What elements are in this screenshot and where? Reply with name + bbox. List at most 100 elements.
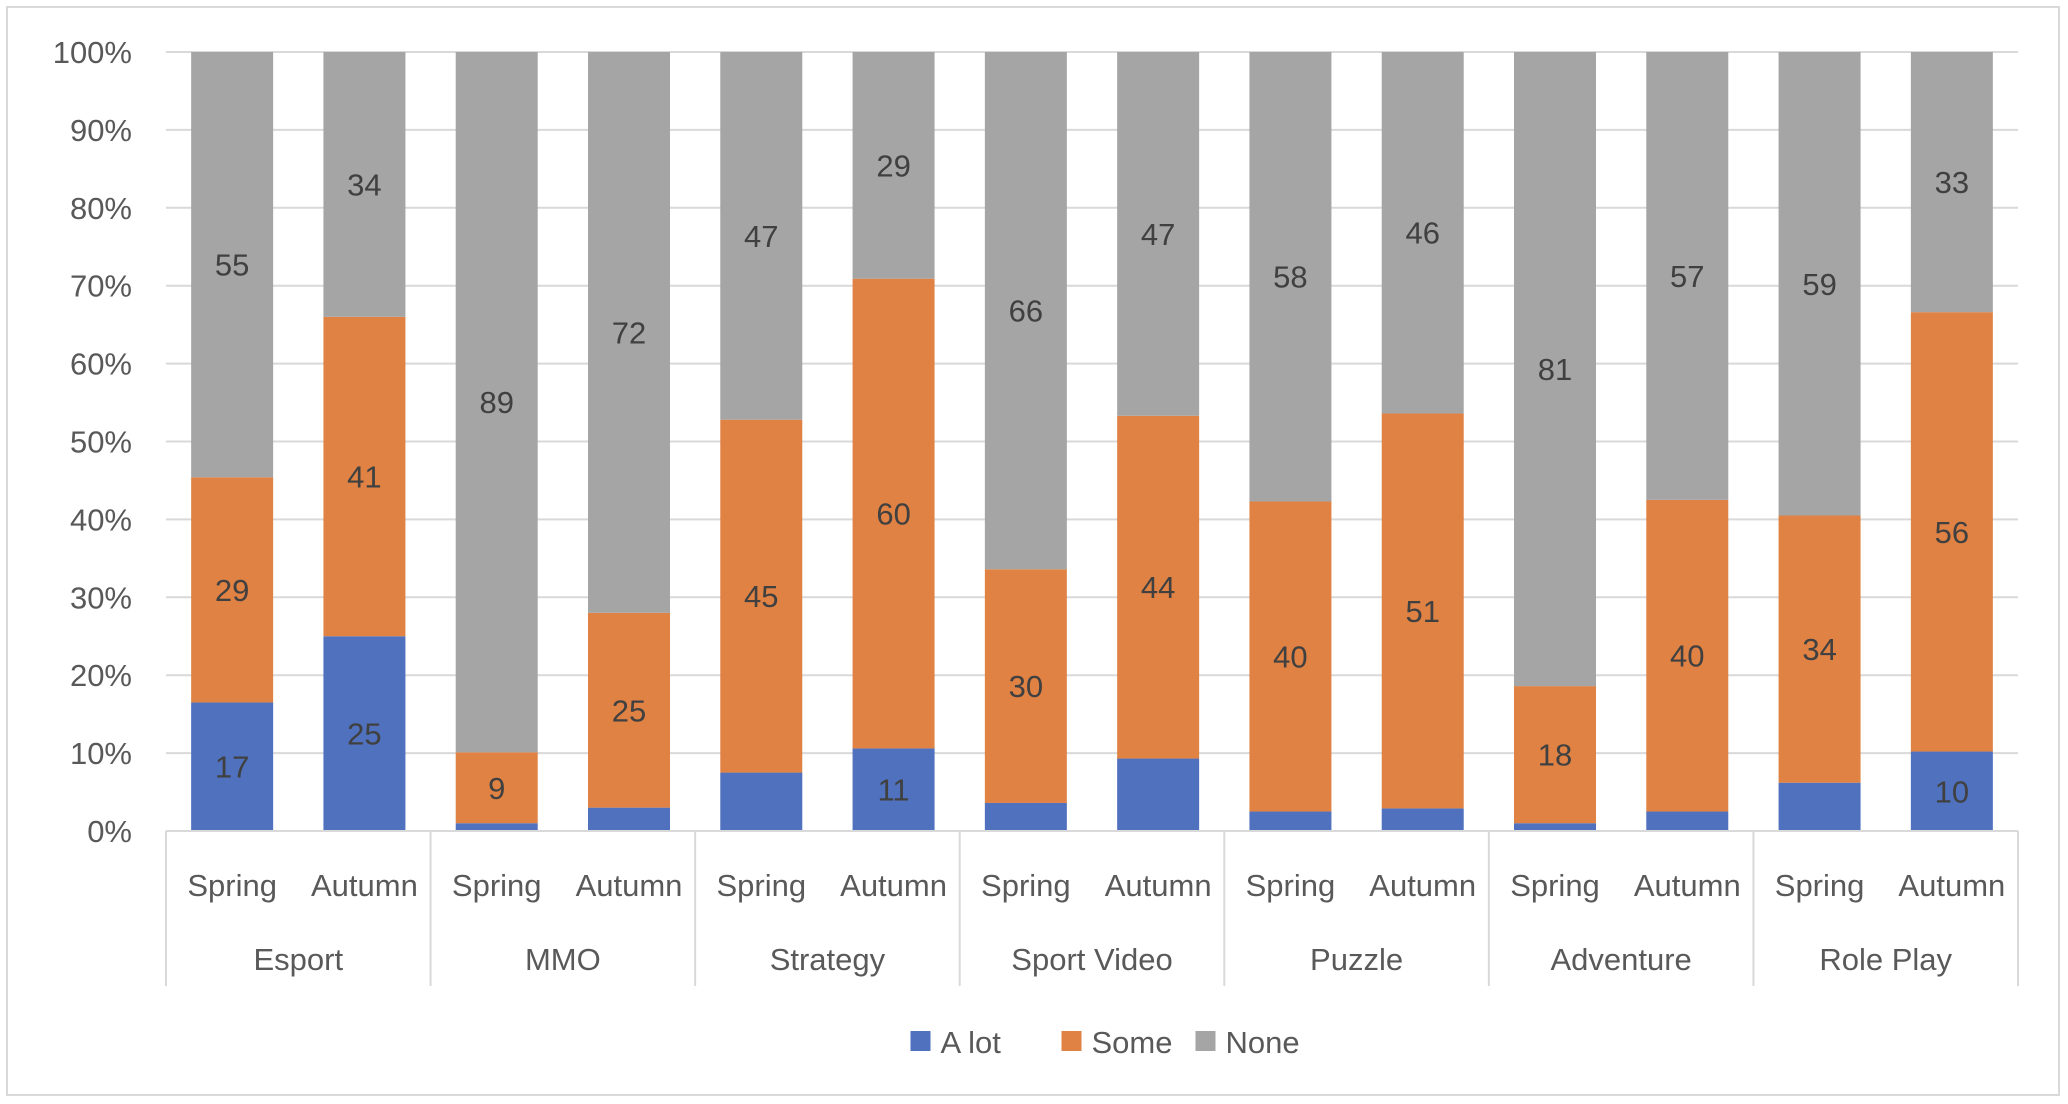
data-label: 47 — [744, 219, 778, 254]
group-label: Adventure — [1550, 942, 1691, 977]
data-label: 29 — [215, 573, 249, 608]
group-label: Role Play — [1819, 942, 1952, 977]
bar-segment — [455, 52, 538, 753]
y-tick-label: 20% — [70, 658, 132, 693]
bars — [191, 52, 1993, 831]
data-label: 45 — [744, 579, 778, 614]
data-label: 11 — [877, 773, 909, 808]
legend-swatch — [1195, 1031, 1216, 1051]
bar-segment — [1381, 808, 1464, 831]
bar-segment — [1910, 52, 1993, 313]
bar-segment — [191, 702, 274, 831]
bar-segment — [1646, 811, 1729, 831]
bar-segment — [1249, 811, 1332, 831]
legend-swatch — [910, 1031, 931, 1051]
group-label: Puzzle — [1310, 942, 1403, 977]
data-label: 40 — [1670, 639, 1704, 674]
bar-segment — [455, 752, 538, 824]
bar-segment — [588, 807, 670, 831]
x-axis: Spring Autumn Spring Autumn Spring Autumn Spri… — [165, 830, 2019, 986]
bar-segment — [323, 636, 406, 831]
data-label: 9 — [488, 771, 505, 806]
data-label: 44 — [1141, 570, 1175, 605]
stacked-bar-chart: 0% 10% 20% 30% 40% 50% 60% 70% 80% 90% 100% 17 29 55… — [53, 35, 2019, 1060]
data-label: 58 — [1273, 260, 1307, 295]
x-tick-label: Autumn — [1105, 868, 1212, 903]
x-tick-label: Autumn — [840, 868, 947, 903]
x-tick-label: Autumn — [1369, 868, 1476, 903]
bar-segment — [588, 52, 670, 613]
bar-segment — [984, 802, 1067, 831]
legend-swatch — [1061, 1031, 1082, 1051]
data-label: 25 — [347, 717, 381, 752]
data-label: 59 — [1802, 267, 1836, 302]
data-label: 34 — [347, 167, 381, 202]
data-label: 18 — [1538, 738, 1572, 773]
bar-segment — [1646, 499, 1729, 812]
y-tick-label: 100% — [53, 35, 132, 70]
bar-segment — [1117, 52, 1200, 416]
data-label: 46 — [1405, 216, 1439, 251]
y-tick-label: 50% — [70, 425, 132, 460]
x-tick-label: Spring — [187, 868, 277, 903]
bar-segment — [1249, 501, 1332, 812]
bar-segment — [1910, 312, 1993, 752]
group-label: Sport Video — [1011, 942, 1172, 977]
data-label: 89 — [479, 385, 513, 420]
gridlines — [166, 51, 2018, 832]
data-label: 41 — [347, 460, 381, 495]
y-tick-label: 10% — [70, 736, 132, 771]
data-label: 30 — [1009, 669, 1043, 704]
x-tick-label: Autumn — [311, 868, 418, 903]
bar-segment — [852, 748, 935, 831]
y-tick-label: 60% — [70, 347, 132, 382]
bar-segment — [191, 477, 274, 703]
data-label: 40 — [1273, 640, 1307, 675]
y-tick-label: 30% — [70, 580, 132, 615]
data-label: 25 — [612, 693, 646, 728]
data-label: 29 — [876, 148, 910, 183]
data-label: 51 — [1405, 594, 1439, 629]
data-label: 60 — [876, 497, 910, 532]
x-tick-label: Spring — [981, 868, 1071, 903]
x-tick-label: Autumn — [1634, 868, 1741, 903]
x-tick-label: Spring — [1510, 868, 1600, 903]
data-label: 72 — [612, 315, 646, 350]
x-tick-label: Autumn — [576, 868, 683, 903]
chart-frame: 0% 10% 20% 30% 40% 50% 60% 70% 80% 90% 100% 17 29 55… — [6, 6, 2060, 1096]
group-label: MMO — [525, 942, 601, 977]
bar-segment — [1646, 52, 1729, 500]
bar-segment — [1117, 758, 1200, 831]
bar-segment — [1778, 515, 1861, 783]
bar-segment — [720, 772, 803, 831]
bar-segment — [852, 278, 935, 749]
data-label: 33 — [1935, 165, 1969, 200]
bar-segment — [1778, 782, 1861, 831]
bar-segment — [455, 823, 538, 831]
bar-segment — [720, 52, 803, 420]
y-axis: 0% 10% 20% 30% 40% 50% 60% 70% 80% 90% 100% — [53, 35, 132, 849]
group-label: Esport — [253, 942, 343, 977]
data-label: 81 — [1538, 352, 1572, 387]
data-label: 34 — [1802, 632, 1836, 667]
y-tick-label: 90% — [70, 113, 132, 148]
data-label: 55 — [215, 248, 249, 283]
bar-segment — [191, 52, 274, 478]
data-labels: 17 29 55 25 41 34 9 89 25 72 45 47 11 60 29 30 66 44 47 40 5… — [215, 148, 1969, 809]
legend-label: A lot — [941, 1025, 1002, 1060]
legend: A lot Some None — [910, 1025, 1300, 1060]
bar-segment — [323, 316, 406, 637]
bar-segment — [1514, 686, 1596, 824]
bar-segment — [588, 612, 670, 808]
group-label: Strategy — [770, 942, 886, 977]
legend-label: Some — [1092, 1025, 1173, 1060]
bar-segment — [852, 52, 935, 279]
x-tick-label: Spring — [452, 868, 542, 903]
y-tick-label: 40% — [70, 502, 132, 537]
data-label: 47 — [1141, 217, 1175, 252]
bar-segment — [323, 52, 406, 317]
bar-segment — [1514, 823, 1596, 831]
y-tick-label: 80% — [70, 191, 132, 226]
x-tick-label: Spring — [1246, 868, 1336, 903]
x-tick-label: Autumn — [1898, 868, 2005, 903]
